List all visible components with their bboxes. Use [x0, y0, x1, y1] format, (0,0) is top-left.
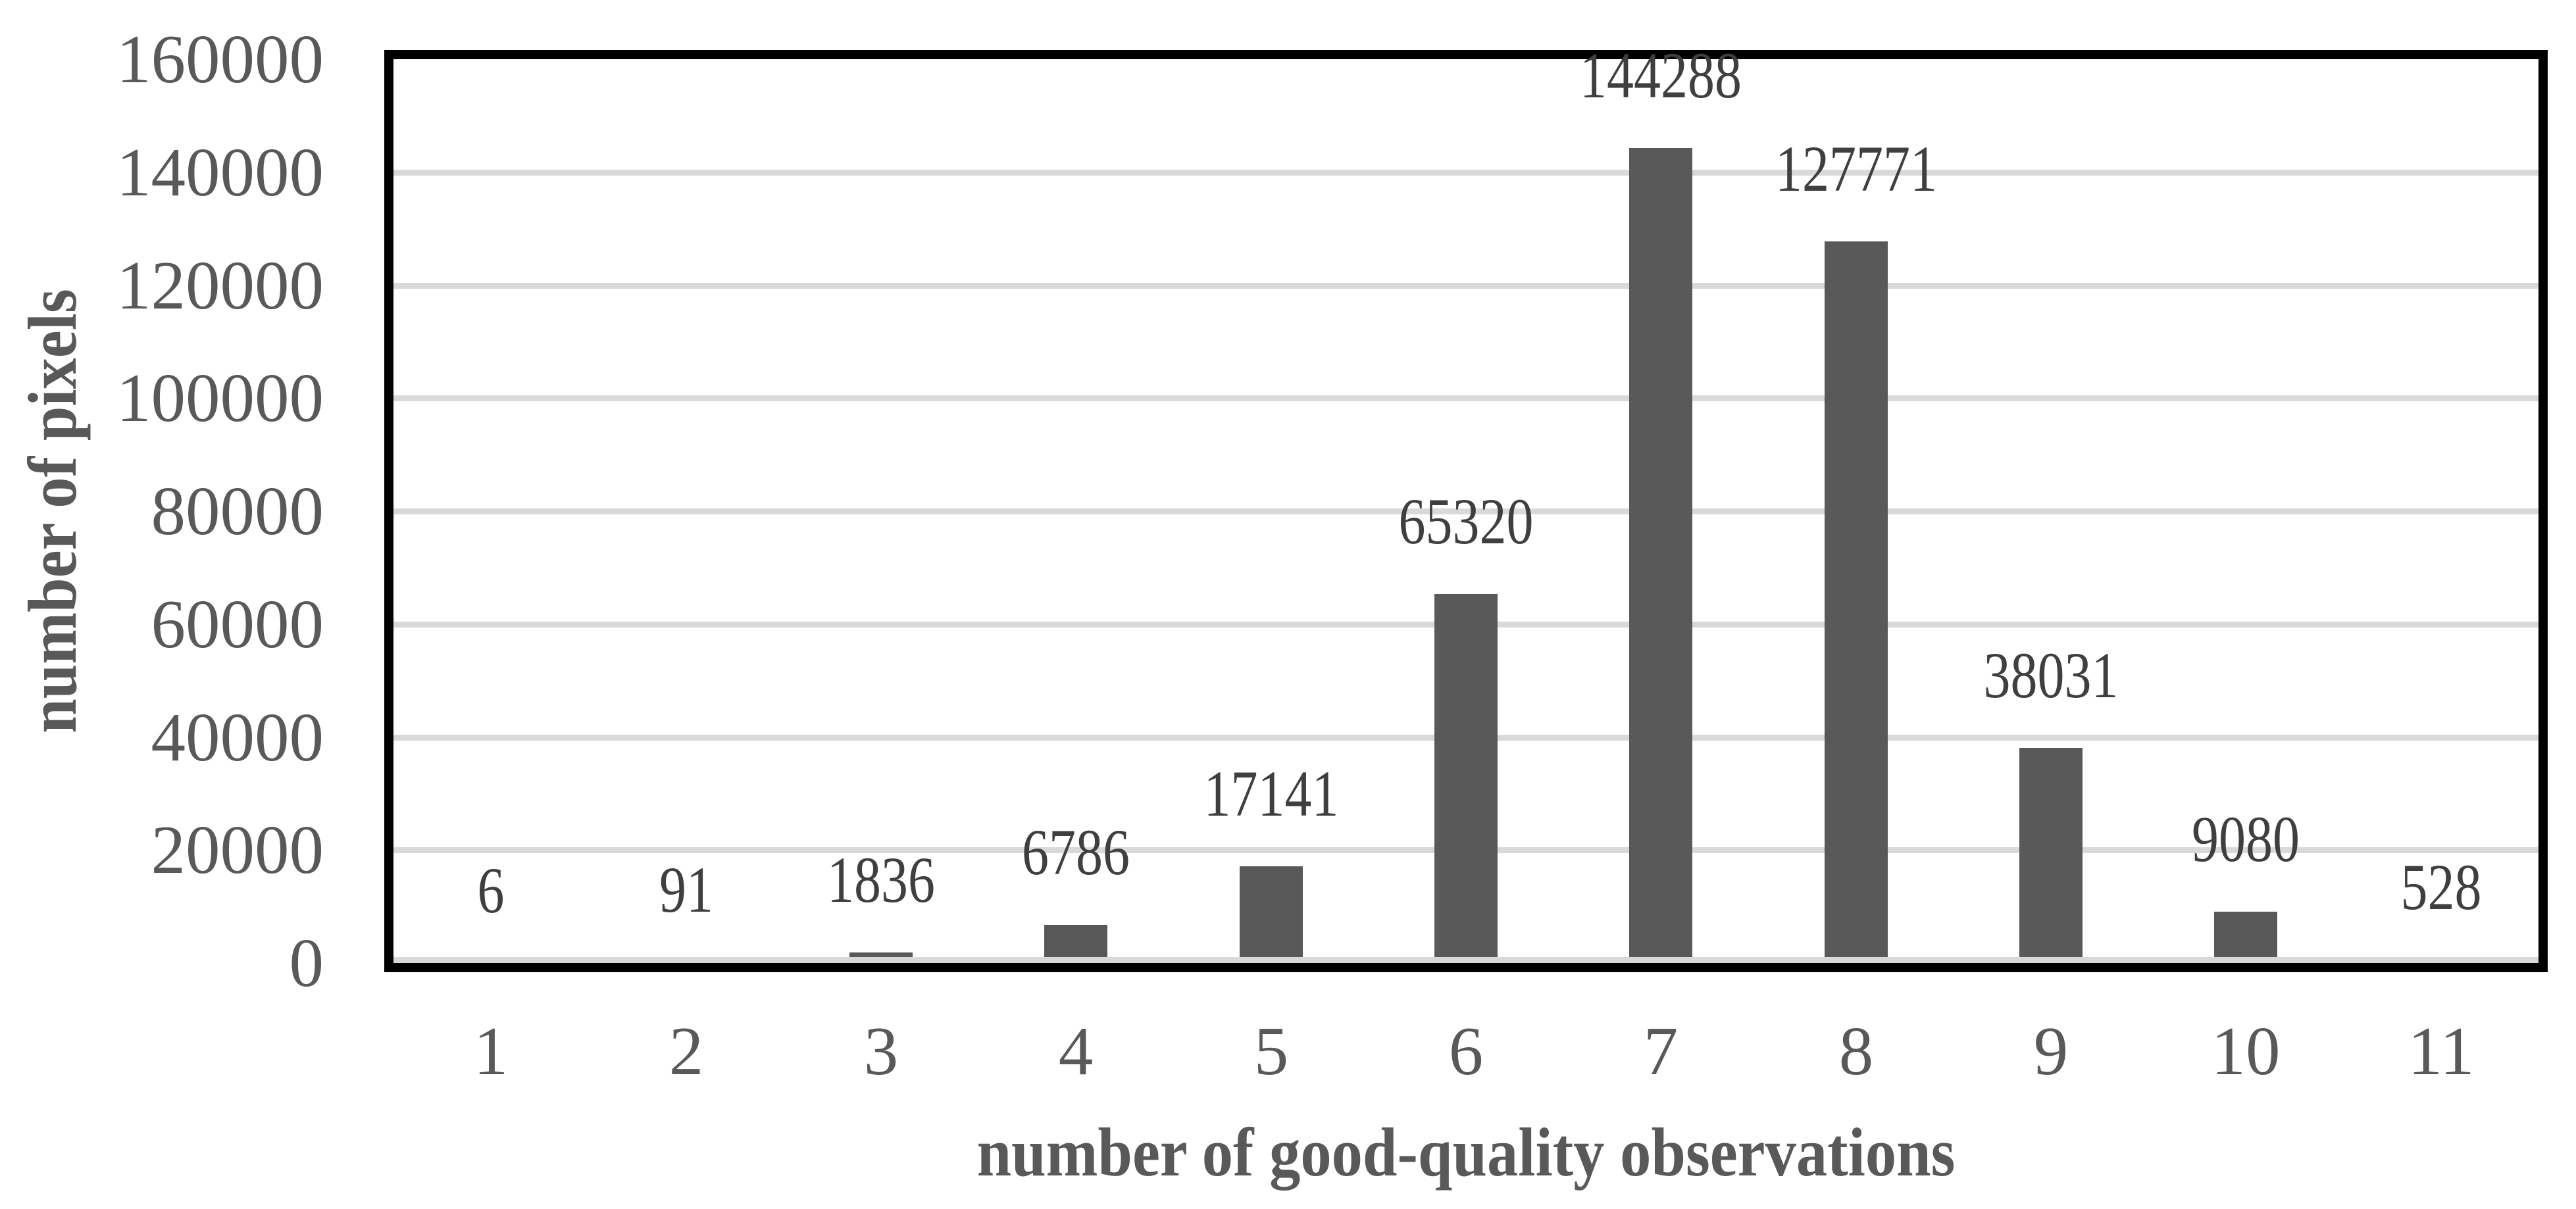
bar [1044, 925, 1107, 963]
bar-value-label: 127771 [1775, 132, 1937, 205]
bar-value-label: 17141 [1203, 757, 1339, 830]
y-tick-label: 120000 [116, 247, 324, 324]
y-tick-label: 80000 [151, 472, 324, 549]
bar-value-label: 38031 [1983, 639, 2119, 712]
bar [1434, 594, 1498, 963]
bar-value-label: 6786 [1022, 816, 1130, 889]
x-tick-label: 10 [2211, 1012, 2281, 1089]
zero-baseline-gridline [393, 957, 2538, 963]
y-tick-label: 40000 [151, 699, 324, 776]
bar [1825, 241, 1888, 963]
y-tick-label: 160000 [116, 20, 324, 97]
x-tick-label: 9 [2033, 1012, 2069, 1089]
x-tick-label: 2 [669, 1012, 704, 1089]
y-tick-label: 20000 [151, 811, 324, 888]
x-tick-label: 5 [1253, 1012, 1289, 1089]
x-tick-label: 7 [1643, 1012, 1679, 1089]
x-tick-label: 8 [1838, 1012, 1874, 1089]
y-tick-label: 0 [289, 924, 324, 1001]
x-tick-label: 11 [2408, 1012, 2475, 1089]
y-tick-label: 60000 [151, 585, 324, 662]
x-axis-title: number of good-quality observations [393, 1113, 2538, 1192]
x-axis-tick-labels: 1 2 3 4 5 6 7 8 9 10 11 [393, 1005, 2538, 1097]
y-tick-label: 100000 [116, 359, 324, 436]
bar-value-label: 6 [477, 854, 505, 927]
y-axis-tick-labels: 0 20000 40000 60000 80000 100000 120000 140000 1… [0, 20, 324, 1001]
bar-value-label: 9080 [2192, 802, 2300, 876]
bar [1629, 148, 1692, 963]
plot-area: 6 91 1836 6786 17141 65320 144288 127771 38031 90… [384, 43, 2548, 972]
bar-value-label: 1836 [827, 843, 935, 916]
x-axis-title-text: number of good-quality observations [976, 1114, 1956, 1191]
y-tick-label: 140000 [116, 134, 324, 210]
bar-value-label: 65320 [1398, 485, 1534, 558]
gridline [393, 170, 2538, 176]
gridline [393, 395, 2538, 401]
x-tick-label: 3 [863, 1012, 899, 1089]
gridline [393, 508, 2538, 514]
bar [2214, 912, 2277, 963]
bar-value-label: 528 [2400, 851, 2482, 924]
x-tick-label: 4 [1058, 1012, 1094, 1089]
bar [2019, 748, 2083, 963]
gridline [393, 283, 2538, 289]
x-tick-label: 6 [1448, 1012, 1484, 1089]
x-tick-label: 1 [473, 1012, 509, 1089]
bar-value-label: 91 [659, 853, 713, 926]
bar [1240, 866, 1303, 963]
bar-value-label: 144288 [1580, 39, 1742, 112]
